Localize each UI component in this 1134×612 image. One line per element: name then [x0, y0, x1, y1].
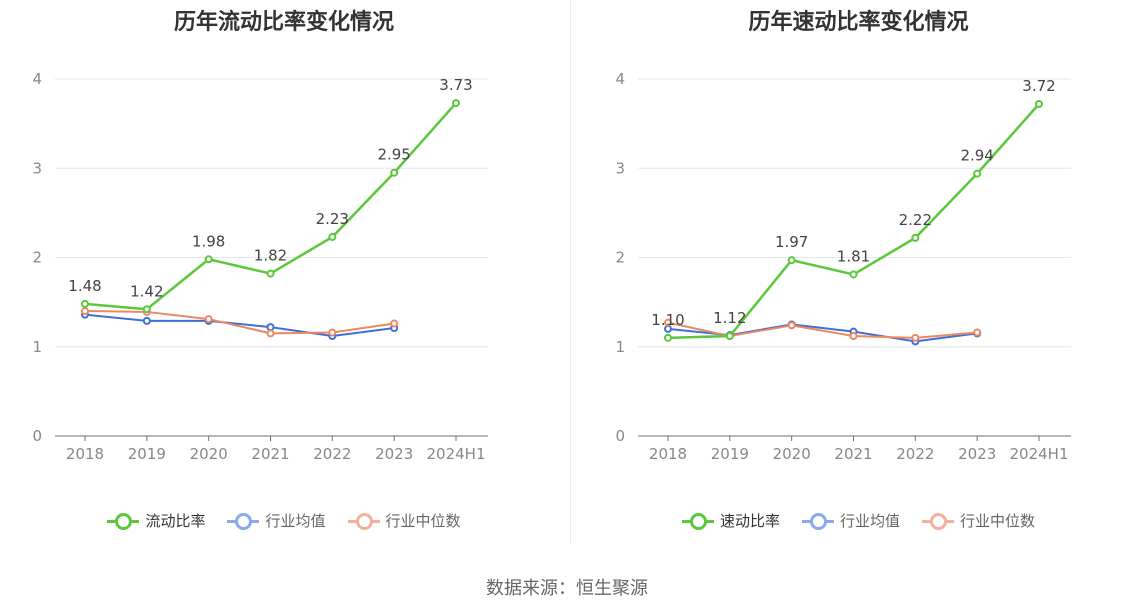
data-point — [266, 323, 275, 332]
x-tick-label: 2018 — [66, 445, 104, 463]
x-tick-label: 2019 — [128, 445, 166, 463]
x-tick-label: 2022 — [896, 445, 934, 463]
legend-marker-icon — [681, 512, 714, 530]
data-label: 3.73 — [439, 76, 472, 94]
data-point — [328, 328, 337, 337]
data-point — [664, 333, 672, 342]
series-line — [84, 310, 395, 335]
chart-legend: 速动比率 行业均值 行业中位数 — [583, 510, 1134, 531]
series-line — [84, 102, 457, 311]
legend-label: 流动比率 — [145, 512, 206, 530]
data-point — [787, 256, 796, 265]
y-tick-label: 2 — [615, 249, 625, 267]
chart-title: 历年速动比率变化情况 — [748, 10, 969, 35]
series-line — [84, 313, 395, 338]
x-tick-label: 2020 — [773, 445, 811, 463]
panel-divider — [570, 0, 571, 545]
quick-ratio-chart: 0 1 2 3 4 2018 2019 2020 2021 2022 2023 2024H1 1.10 1… — [615, 70, 1071, 463]
series-line — [667, 103, 1040, 340]
data-point — [204, 315, 213, 324]
data-label: 1.97 — [775, 233, 808, 251]
legend-label: 行业中位数 — [385, 512, 461, 530]
data-point — [849, 332, 858, 341]
x-tick-label: 2024H1 — [1010, 445, 1069, 463]
x-tick-label: 2021 — [251, 445, 289, 463]
y-tick-label: 1 — [32, 338, 42, 356]
data-point — [911, 233, 920, 242]
data-source: 数据来源：恒生聚源 — [486, 578, 648, 599]
data-label: 2.94 — [960, 147, 993, 165]
x-tick-label: 2023 — [958, 445, 996, 463]
data-point — [390, 319, 399, 328]
data-point — [266, 269, 275, 278]
chart-legend: 流动比率 行业均值 行业中位数 — [0, 510, 568, 531]
data-point — [81, 299, 89, 308]
x-tick-label: 2021 — [834, 445, 872, 463]
legend-marker-icon — [801, 512, 834, 530]
x-tick-label: 2023 — [375, 445, 413, 463]
chart-title: 历年流动比率变化情况 — [173, 10, 394, 35]
data-point — [142, 316, 151, 325]
data-label: 1.98 — [192, 232, 225, 250]
x-tick-label: 2019 — [711, 445, 749, 463]
data-label: 2.22 — [899, 211, 932, 229]
x-tick-label: 2018 — [649, 445, 687, 463]
data-point — [328, 232, 337, 241]
x-tick-label: 2022 — [313, 445, 351, 463]
y-tick-label: 0 — [32, 427, 42, 445]
legend-item-industry-average[interactable]: 行业均值 — [227, 510, 326, 531]
x-tick-label: 2024H1 — [427, 445, 486, 463]
legend-item-industry-average[interactable]: 行业均值 — [801, 510, 900, 531]
data-label: 1.10 — [651, 311, 684, 329]
y-tick-label: 3 — [32, 159, 42, 177]
data-label: 1.82 — [254, 247, 287, 265]
data-point — [973, 328, 982, 337]
y-tick-label: 2 — [32, 249, 42, 267]
x-tick-label: 2020 — [190, 445, 228, 463]
legend-marker-icon — [922, 512, 954, 530]
legend-marker-icon — [107, 512, 140, 530]
data-point — [664, 318, 672, 327]
data-label: 1.12 — [713, 309, 746, 327]
data-point — [725, 332, 734, 341]
data-point — [390, 168, 399, 177]
data-label: 1.42 — [130, 282, 163, 300]
legend-label: 行业中位数 — [960, 512, 1036, 530]
current-ratio-panel: 历年流动比率变化情况 0 1 2 3 4 2018 2019 2020 2021 2022 2023… — [0, 0, 568, 545]
y-tick-label: 4 — [32, 70, 42, 88]
quick-ratio-panel: 历年速动比率变化情况 0 1 2 3 4 2018 2019 2020 2021 2022 2023… — [583, 0, 1134, 545]
data-point — [81, 307, 89, 316]
data-point — [142, 305, 151, 314]
y-tick-label: 0 — [615, 427, 625, 445]
y-tick-label: 3 — [615, 159, 625, 177]
legend-label: 行业均值 — [265, 512, 326, 530]
data-label: 1.48 — [68, 277, 101, 295]
legend-marker-icon — [227, 512, 260, 530]
legend-item-current-ratio[interactable]: 流动比率 — [107, 510, 205, 531]
data-point — [204, 255, 213, 264]
data-point — [911, 333, 920, 342]
y-tick-label: 1 — [615, 338, 625, 356]
legend-label: 行业均值 — [839, 512, 900, 530]
series-line — [667, 321, 978, 339]
legend-label: 速动比率 — [719, 512, 780, 530]
data-point — [849, 270, 858, 279]
data-point — [1035, 99, 1043, 108]
data-label: 2.95 — [377, 146, 410, 164]
data-point — [787, 321, 796, 330]
legend-item-industry-median[interactable]: 行业中位数 — [347, 510, 461, 531]
data-label: 1.81 — [837, 247, 870, 265]
legend-item-industry-median[interactable]: 行业中位数 — [922, 510, 1035, 531]
y-tick-label: 4 — [615, 70, 625, 88]
legend-item-quick-ratio[interactable]: 速动比率 — [681, 510, 780, 531]
current-ratio-chart: 0 1 2 3 4 2018 2019 2020 2021 2022 2023 2024H1 1.48 1… — [32, 70, 488, 463]
data-point — [266, 329, 275, 338]
data-point — [452, 99, 460, 108]
data-label: 2.23 — [316, 210, 349, 228]
legend-marker-icon — [347, 512, 380, 530]
data-point — [973, 169, 982, 178]
data-label: 3.72 — [1022, 77, 1055, 95]
